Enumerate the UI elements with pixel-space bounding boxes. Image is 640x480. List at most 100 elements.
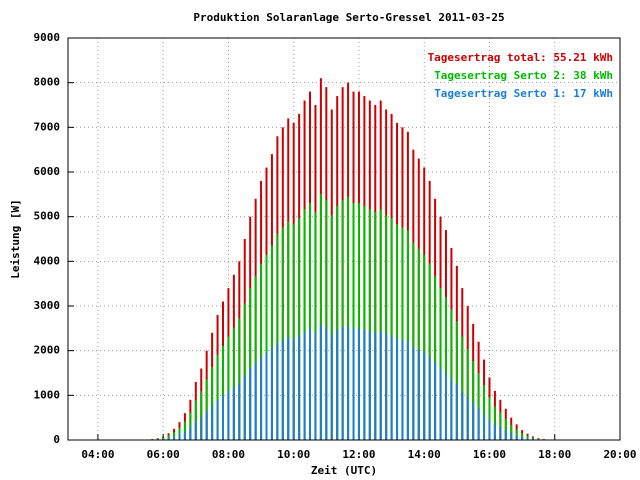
bar [173, 436, 176, 440]
y-tick-label: 2000 [34, 344, 61, 357]
bar [450, 309, 453, 440]
bar [444, 297, 447, 440]
bar [417, 248, 420, 440]
bar [227, 391, 230, 440]
bar [499, 427, 502, 440]
bar [406, 341, 409, 440]
bar [336, 206, 339, 440]
bar [401, 339, 404, 440]
y-axis-label: Leistung [W] [9, 199, 22, 278]
legend-label: Tagesertrag total: 55.21 kWh [428, 51, 613, 64]
bar [205, 411, 208, 440]
bar [270, 348, 273, 440]
bar [385, 334, 388, 440]
bar [455, 384, 458, 440]
bar [276, 233, 279, 440]
bar [314, 212, 317, 440]
y-tick-label: 3000 [34, 299, 61, 312]
bar [510, 424, 513, 440]
bar [477, 373, 480, 440]
bar [178, 427, 181, 440]
bar [423, 352, 426, 440]
bar [472, 402, 475, 440]
bar [363, 206, 366, 440]
bar [173, 432, 176, 440]
bar [347, 197, 350, 440]
y-tick-label: 8000 [34, 76, 61, 89]
bar [194, 421, 197, 440]
legend-label: Tagesertrag Serto 1: 17 kWh [434, 87, 613, 100]
bar [412, 347, 415, 440]
bar [439, 368, 442, 440]
bar [368, 209, 371, 440]
bar [417, 349, 420, 440]
bar [466, 348, 469, 440]
bar [368, 331, 371, 440]
bar [281, 339, 284, 440]
bar [319, 324, 322, 440]
bar [167, 435, 170, 440]
bar [472, 361, 475, 440]
bar [537, 438, 540, 440]
bar [249, 368, 252, 440]
y-tick-label: 1000 [34, 388, 61, 401]
bar [205, 379, 208, 440]
bar [298, 218, 301, 440]
bar [396, 224, 399, 440]
bar [466, 397, 469, 440]
bar [221, 345, 224, 440]
bar [238, 318, 241, 440]
bar [504, 429, 507, 440]
bar [396, 338, 399, 440]
y-tick-label: 7000 [34, 120, 61, 133]
bar [287, 221, 290, 440]
x-axis-label: Zeit (UTC) [311, 464, 377, 477]
bar [515, 429, 518, 440]
bar [341, 200, 344, 440]
y-tick-label: 4000 [34, 254, 61, 267]
bar [194, 400, 197, 440]
bar [221, 395, 224, 440]
bar [287, 337, 290, 440]
bar [336, 329, 339, 440]
bar [444, 372, 447, 440]
chart-title: Produktion Solaranlage Serto-Gressel 201… [193, 11, 504, 24]
bar [254, 275, 257, 440]
bar [211, 367, 214, 440]
bar [363, 329, 366, 440]
bar [434, 362, 437, 440]
bar [309, 203, 312, 440]
x-tick-label: 10:00 [277, 448, 310, 461]
bar [510, 432, 513, 440]
bar [493, 424, 496, 440]
bar [325, 327, 328, 440]
bar [183, 421, 186, 440]
bar [357, 203, 360, 440]
bar [455, 321, 458, 440]
bar [352, 203, 355, 440]
bar [243, 303, 246, 440]
bar [352, 328, 355, 440]
bar [385, 215, 388, 440]
bar [428, 357, 431, 440]
bar [390, 335, 393, 440]
bar [390, 218, 393, 440]
bar [260, 357, 263, 440]
bar [314, 332, 317, 440]
bar [254, 362, 257, 440]
bar [531, 437, 534, 440]
bar [439, 288, 442, 440]
bar [216, 354, 219, 440]
bar [515, 434, 518, 440]
bar [379, 331, 382, 440]
bar [183, 431, 186, 440]
bar [319, 193, 322, 440]
bar [521, 433, 524, 440]
bar [357, 328, 360, 440]
y-tick-label: 6000 [34, 165, 61, 178]
bar [477, 408, 480, 440]
bar [281, 227, 284, 440]
bar [531, 438, 534, 440]
bar [406, 230, 409, 440]
bar [330, 215, 333, 440]
